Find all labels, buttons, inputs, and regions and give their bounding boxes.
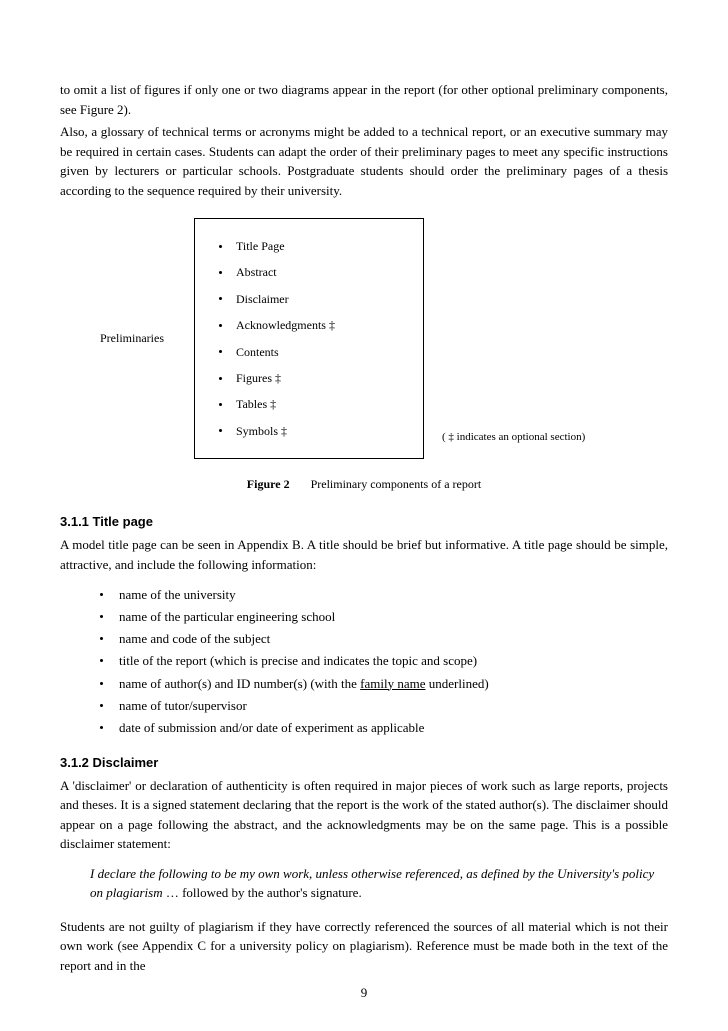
- bullet-icon: [219, 271, 222, 274]
- title-page-list: name of the university name of the parti…: [100, 584, 668, 739]
- bullet-icon: [219, 297, 222, 300]
- figure-item-label: Symbols ‡: [236, 418, 287, 444]
- bullet-icon: [100, 682, 103, 685]
- figure-item: Figures ‡: [219, 365, 399, 391]
- figure-caption-text: Preliminary components of a report: [311, 477, 482, 491]
- closing-paragraph: Students are not guilty of plagiarism if…: [60, 917, 668, 976]
- figure-item-label: Acknowledgments ‡: [236, 312, 335, 338]
- list-item-text: underlined): [426, 676, 489, 691]
- figure-item-label: Contents: [236, 339, 279, 365]
- figure-2-container: Preliminaries Title Page Abstract Discla…: [60, 218, 668, 459]
- heading-311: 3.1.1 Title page: [60, 514, 668, 529]
- figure-number: Figure 2: [247, 477, 290, 491]
- figure-caption: Figure 2 Preliminary components of a rep…: [60, 477, 668, 492]
- figure-footnote: ( ‡ indicates an optional section): [442, 431, 585, 459]
- list-item: date of submission and/or date of experi…: [100, 717, 668, 739]
- list-item: name of author(s) and ID number(s) (with…: [100, 673, 668, 695]
- disclaimer-quote: I declare the following to be my own wor…: [90, 864, 668, 903]
- bullet-icon: [219, 245, 222, 248]
- figure-item-label: Title Page: [236, 233, 285, 259]
- figure-item-list: Title Page Abstract Disclaimer Acknowled…: [219, 233, 399, 444]
- bullet-icon: [219, 350, 222, 353]
- list-item-label: name and code of the subject: [119, 628, 270, 650]
- title-page-intro: A model title page can be seen in Append…: [60, 535, 668, 574]
- list-item-text: name of author(s) and ID number(s) (with…: [119, 676, 360, 691]
- bullet-icon: [219, 377, 222, 380]
- list-item: name of the particular engineering schoo…: [100, 606, 668, 628]
- list-item-label: name of tutor/supervisor: [119, 695, 247, 717]
- bullet-icon: [100, 659, 103, 662]
- figure-item: Tables ‡: [219, 391, 399, 417]
- bullet-icon: [100, 704, 103, 707]
- list-item-label: name of author(s) and ID number(s) (with…: [119, 673, 489, 695]
- figure-box: Title Page Abstract Disclaimer Acknowled…: [194, 218, 424, 459]
- list-item-label: title of the report (which is precise an…: [119, 650, 477, 672]
- bullet-icon: [100, 637, 103, 640]
- heading-312: 3.1.2 Disclaimer: [60, 755, 668, 770]
- intro-paragraph-2: Also, a glossary of technical terms or a…: [60, 122, 668, 200]
- figure-item: Title Page: [219, 233, 399, 259]
- bullet-icon: [100, 615, 103, 618]
- list-item-label: date of submission and/or date of experi…: [119, 717, 424, 739]
- list-item: name and code of the subject: [100, 628, 668, 650]
- intro-paragraph-1: to omit a list of figures if only one or…: [60, 80, 668, 119]
- figure-item: Acknowledgments ‡: [219, 312, 399, 338]
- list-item-label: name of the university: [119, 584, 236, 606]
- list-item: name of tutor/supervisor: [100, 695, 668, 717]
- bullet-icon: [100, 593, 103, 596]
- list-item-label: name of the particular engineering schoo…: [119, 606, 335, 628]
- figure-item-label: Figures ‡: [236, 365, 281, 391]
- bullet-icon: [219, 403, 222, 406]
- bullet-icon: [219, 324, 222, 327]
- bullet-icon: [219, 429, 222, 432]
- figure-side-label: Preliminaries: [100, 331, 164, 346]
- quote-tail-text: … followed by the author's signature.: [163, 885, 362, 900]
- disclaimer-paragraph: A 'disclaimer' or declaration of authent…: [60, 776, 668, 854]
- bullet-icon: [100, 726, 103, 729]
- figure-item: Symbols ‡: [219, 418, 399, 444]
- figure-item-label: Abstract: [236, 259, 277, 285]
- list-item: name of the university: [100, 584, 668, 606]
- figure-item: Contents: [219, 339, 399, 365]
- figure-item-label: Disclaimer: [236, 286, 289, 312]
- underlined-text: family name: [360, 676, 425, 691]
- figure-item-label: Tables ‡: [236, 391, 276, 417]
- page-number: 9: [0, 985, 728, 1001]
- figure-item: Disclaimer: [219, 286, 399, 312]
- list-item: title of the report (which is precise an…: [100, 650, 668, 672]
- figure-item: Abstract: [219, 259, 399, 285]
